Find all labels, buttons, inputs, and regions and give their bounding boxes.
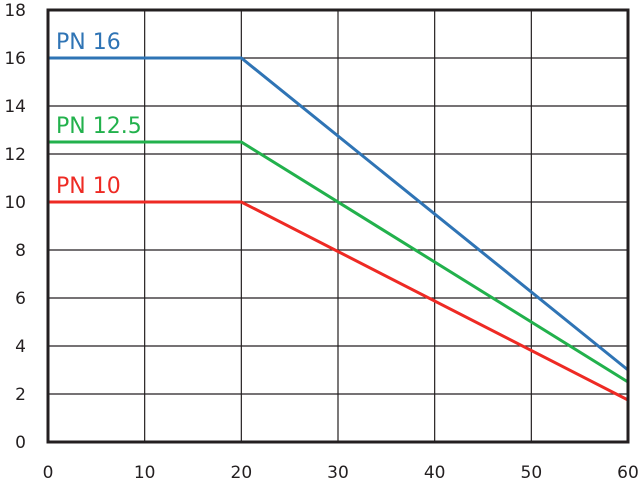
series-label: PN 16 <box>56 30 121 55</box>
y-tick-label: 10 <box>4 193 26 213</box>
series-labels: PN 16 PN 12.5 PN 10 <box>56 30 142 199</box>
x-tick-label: 0 <box>43 463 54 483</box>
tick-labels: 0 10 20 30 40 50 60 0 2 4 6 8 10 12 14 16 18 <box>4 1 638 483</box>
y-tick-label: 2 <box>15 385 26 405</box>
x-tick-label: 10 <box>134 463 156 483</box>
series-lines <box>48 56 629 402</box>
series-line-pn-10 <box>48 200 629 402</box>
x-tick-label: 40 <box>424 463 446 483</box>
series-line-pn-12-5 <box>48 140 629 384</box>
x-tick-label: 30 <box>327 463 349 483</box>
y-tick-label: 4 <box>15 337 26 357</box>
y-tick-label: 6 <box>15 289 26 309</box>
x-tick-label: 60 <box>617 463 639 483</box>
y-tick-label: 12 <box>4 145 26 165</box>
x-tick-label: 20 <box>231 463 253 483</box>
y-tick-label: 8 <box>15 241 26 261</box>
series-line-pn-16 <box>48 56 629 372</box>
y-tick-label: 18 <box>4 1 26 21</box>
series-label: PN 10 <box>56 174 121 199</box>
y-tick-label: 14 <box>4 97 26 117</box>
plot-border <box>46 8 630 444</box>
x-tick-label: 50 <box>521 463 543 483</box>
series-label: PN 12.5 <box>56 114 142 139</box>
y-tick-label: 0 <box>15 433 26 453</box>
y-tick-label: 16 <box>4 49 26 69</box>
grid <box>47 9 629 443</box>
